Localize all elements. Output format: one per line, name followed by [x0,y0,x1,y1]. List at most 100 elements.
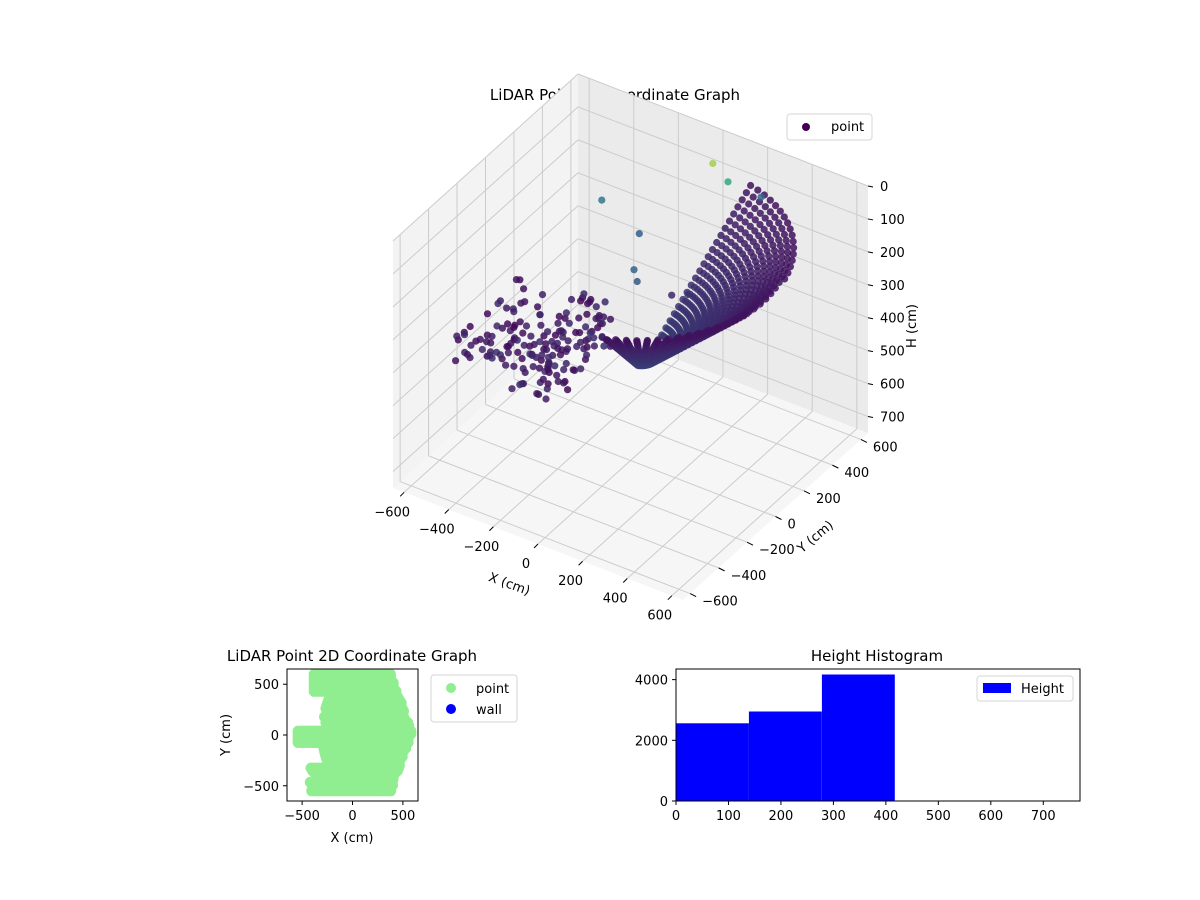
chart-3d-point [684,290,692,299]
chart-3d-legend-marker [802,123,810,131]
chart-3d-point [789,250,797,258]
chart-3d-point [695,329,703,337]
chart-3d-point [452,357,460,365]
chart-3d-point [730,210,738,218]
chart-3d-point [746,211,754,219]
chart-3d-point [512,276,521,284]
chart-histogram-ytick-label: 0 [660,795,668,810]
chart-3d-point [502,361,510,369]
chart-3d-point [594,324,602,332]
chart-3d-point [766,196,774,204]
chart-3d-point [751,204,759,213]
chart-3d-grid-h-left [392,172,579,341]
chart-3d-point [784,219,792,227]
chart-3d-point [751,227,759,235]
chart-3d-point [556,351,565,359]
chart-3d-point [577,365,585,373]
chart-3d-point [760,225,768,234]
chart-3d-point [747,181,755,190]
chart-3d-point [788,231,796,239]
chart-3d-point [483,338,491,346]
chart-histogram-bar [821,674,895,801]
chart-3d-point [583,351,591,359]
chart-histogram-bar [676,723,749,801]
chart-3d-htick-label: 300 [880,279,905,294]
chart-3d-point [760,267,768,275]
chart-3d-point [567,295,576,304]
chart-3d-point [766,257,774,265]
chart-3d-point [528,351,536,359]
chart-histogram-legend-swatch [983,683,1011,693]
chart-histogram-ytick-label: 4000 [635,674,668,689]
chart-3d-xtick [489,526,494,532]
chart-3d-point [778,225,786,233]
chart-3d-htick [867,284,874,287]
chart-histogram-xtick-label: 700 [1031,809,1056,824]
chart-3d-grid-h-back [577,139,869,253]
chart-3d-point [560,366,568,374]
chart-3d-point [510,362,518,370]
chart-3d-legend-frame [786,113,873,141]
chart-3d-point [771,284,779,292]
chart-3d-point [751,216,759,224]
chart-3d-ytick [718,567,725,572]
chart-2d-legend: point wall [430,674,518,723]
chart-3d-point [746,222,754,230]
chart-3d-point [545,359,553,367]
chart-3d-grid-h-left [392,205,579,374]
chart-3d-point [776,207,784,215]
chart-3d-point [453,332,461,340]
chart-3d-point [553,371,561,379]
chart-histogram-ytick-label: 2000 [635,734,668,749]
chart-3d-point [551,331,560,339]
chart-3d-ytick-label: −400 [731,569,767,584]
chart-3d-point [520,285,528,293]
chart-3d-point [775,236,783,244]
chart-3d-point [583,310,591,318]
chart-3d-point [635,230,643,238]
chart-3d-point [498,324,506,332]
chart-3d: LiDAR Point 3D Coordinate Graph −600−400… [374,73,920,624]
chart-3d-point [535,390,543,398]
chart-3d-point [580,345,588,353]
chart-3d-point [486,351,494,359]
chart-3d-xtick [667,595,673,601]
chart-3d-point [539,375,547,383]
chart-3d-point [472,337,480,345]
chart-3d-point [781,275,789,283]
chart-3d-point [562,309,571,317]
chart-3d-point [494,300,502,308]
chart-3d-point [612,336,620,344]
chart-3d-point [740,312,748,320]
chart-histogram-ticks: 0 100 200 300 400 500 600 700 0 2000 4000 [635,674,1056,824]
chart-3d-point [562,359,570,368]
chart-3d-point [760,262,768,270]
chart-3d-point [514,348,522,356]
chart-3d-point [756,221,764,229]
chart-3d-grid-y-floor [456,429,748,543]
chart-3d-point [548,337,556,346]
chart-3d-point [561,314,569,322]
chart-3d-ytick [775,516,782,520]
chart-3d-point [598,196,606,204]
chart-3d-point [750,305,758,313]
chart-2d-legend-wall-label: wall [476,703,502,718]
chart-3d-point [590,342,599,350]
chart-3d-point [530,340,538,349]
chart-3d-point [742,189,751,197]
chart-3d-point [598,320,607,328]
chart-3d-point [509,305,517,313]
chart-3d-ytick [746,541,754,546]
chart-histogram-title: Height Histogram [811,647,943,665]
chart-histogram-legend-label: Height [1021,682,1064,697]
chart-3d-ytick-label: 200 [816,492,841,507]
chart-3d-point [554,344,562,353]
chart-3d-point [563,345,572,353]
chart-3d-point [784,248,792,257]
chart-3d-point [654,336,662,344]
chart-3d-grid-h-left [392,73,579,242]
chart-3d-ytick-label: −200 [759,543,795,558]
chart-3d-point [788,256,796,264]
chart-3d-point [725,217,734,225]
